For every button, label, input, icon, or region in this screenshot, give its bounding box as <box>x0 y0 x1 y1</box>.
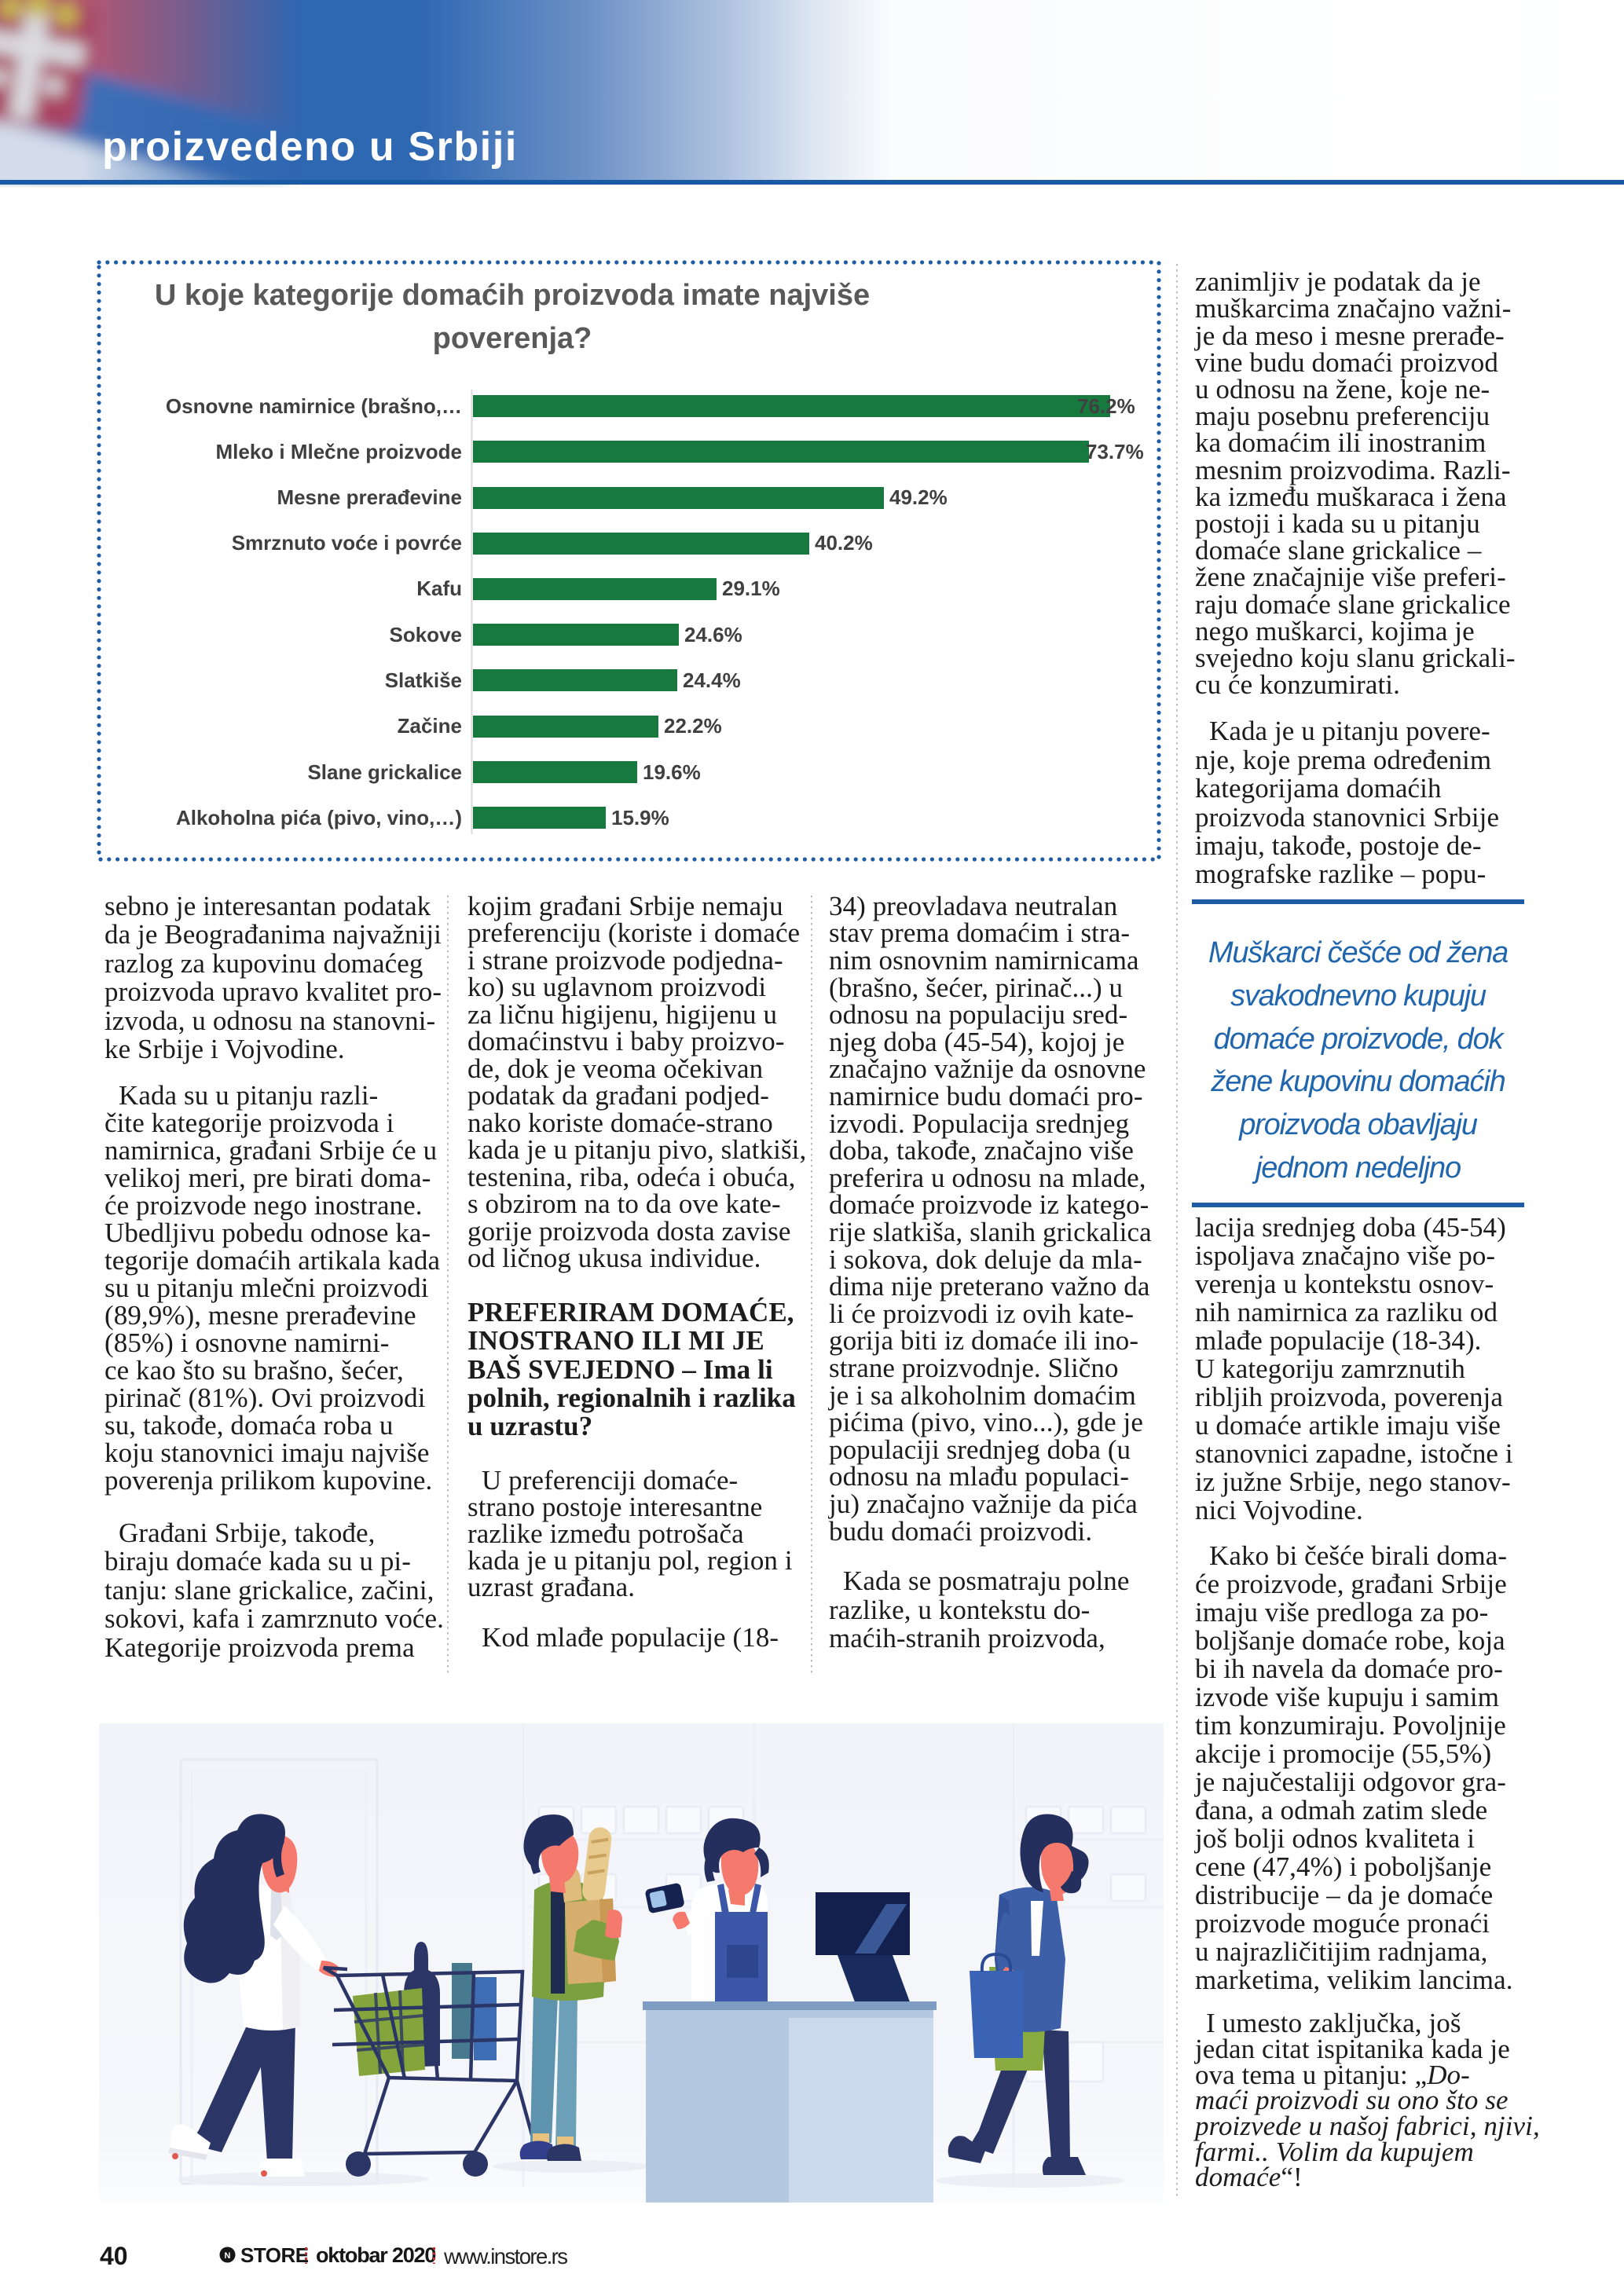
svg-text:N: N <box>225 2251 231 2261</box>
